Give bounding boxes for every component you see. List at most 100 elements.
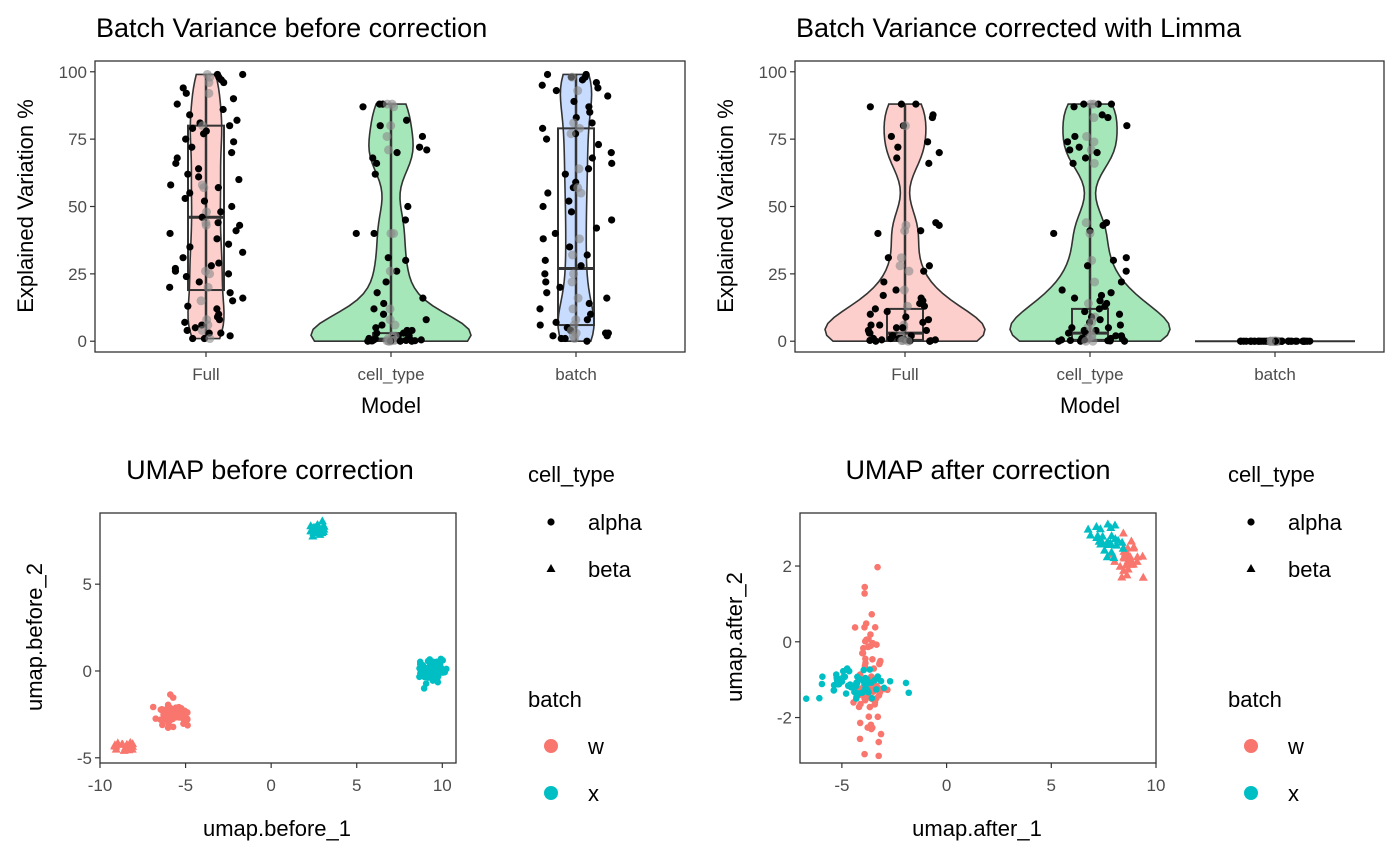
jitter-point-overlay [386,121,396,131]
jitter-point [897,100,906,108]
umap-point-alpha [869,656,876,663]
jitter-point [226,122,234,130]
jitter-point [539,124,547,132]
jitter-point [588,119,596,127]
jitter-point [608,216,616,224]
jitter-point [186,243,194,251]
umap-point-beta [1118,528,1128,537]
jitter-point [561,170,569,178]
jitter-point [393,149,401,157]
umap-point-beta [1123,564,1133,573]
panel-batch-variance-limma: Batch Variance corrected with Limma 0 25 5… [713,13,1385,418]
jitter-point [370,229,378,238]
umap-point-beta [118,739,128,748]
x-tick-label: batch [555,365,597,384]
umap-point-alpha [420,685,428,692]
umap-point-alpha [866,703,874,711]
jitter-point [543,70,552,79]
jitter-point-overlay [1090,277,1100,287]
x-axis-title-umap-before: umap.before_1 [203,816,351,841]
jitter-point [919,318,927,326]
umap-point-alpha [180,720,187,727]
jitter-point [578,76,587,84]
x-tick-label: 10 [1147,776,1166,795]
y-tick-label: 100 [59,63,87,82]
x-tick-label: 5 [1047,776,1056,795]
jitter-point [382,278,390,286]
jitter-point-overlay [204,88,214,98]
jitter-point [584,165,593,173]
jitter-point-overlay [204,78,214,88]
umap-point-alpha [184,709,191,716]
umap-point-alpha [862,620,870,627]
jitter-point [551,229,559,238]
jitter-point-overlay [567,72,577,82]
legend-label-alpha: alpha [588,510,643,535]
jitter-point-overlay [1089,137,1099,147]
x-tick-label: 0 [942,776,951,795]
umap-point-alpha [421,671,428,679]
jitter-point [1123,122,1131,130]
jitter-point [214,219,222,227]
jitter-point-overlay [390,320,400,330]
umap-point-alpha [431,665,438,672]
jitter-point [199,130,208,138]
jitter-point [556,283,564,291]
umap-point-alpha [169,723,177,731]
jitter-point [228,202,236,211]
umap-point-beta [1117,537,1127,546]
jitter-point-overlay [895,261,905,271]
umap-point-alpha [905,689,913,697]
jitter-point-overlay [384,336,394,346]
jitter-point [1101,302,1109,310]
jitter-point [402,336,410,345]
umap-point-alpha [863,636,870,643]
jitter-point [230,138,238,146]
jitter-point [418,132,427,141]
jitter-point [899,324,907,332]
panel-umap-before: UMAP before correction -10 -5 0 5 10 -5 0 5 uma… [22,455,643,841]
jitter-point [188,124,197,132]
jitter-point-overlay [896,253,906,263]
x-tick-label: cell_type [1056,365,1123,384]
jitter-point-overlay [574,164,584,174]
jitter-point [1075,143,1083,151]
y-tick-label: 0 [78,332,87,351]
umap-point-alpha [862,655,869,663]
jitter-point [1096,316,1104,324]
jitter-point [867,321,875,329]
jitter-point [872,337,880,345]
jitter-point [239,70,247,79]
jitter-point [1066,336,1074,345]
jitter-point [235,175,243,184]
umap-point-alpha [149,703,157,711]
jitter-point [1247,337,1255,345]
legend-label-beta-after: beta [1288,557,1332,582]
jitter-point [866,329,874,337]
jitter-point [878,336,886,344]
legend-key-beta-icon [546,564,556,572]
jitter-point [565,197,573,205]
umap-point-alpha [853,693,860,701]
umap-point-beta [1107,547,1117,556]
jitter-point-overlay [386,228,396,238]
y-tick-label: 2 [783,557,792,576]
umap-point-alpha [874,563,881,571]
jitter-point-overlay [568,304,578,314]
umap-point-alpha [842,690,850,697]
umap-point-alpha [159,721,166,729]
jitter-point [233,116,241,124]
umap-point-alpha [861,750,868,758]
y-tick-label: 75 [768,130,787,149]
jitter-point [179,254,187,262]
umap-point-beta [1126,536,1136,545]
jitter-point [417,336,425,344]
x-tick-label: -10 [88,776,113,795]
jitter-point [592,224,601,232]
umap-point-beta [1086,530,1096,539]
jitter-point [1055,337,1063,345]
jitter-point [922,326,931,335]
umap-point-alpha [871,624,879,631]
panel-title-umap-before: UMAP before correction [126,455,414,485]
umap-point-alpha [846,681,854,688]
